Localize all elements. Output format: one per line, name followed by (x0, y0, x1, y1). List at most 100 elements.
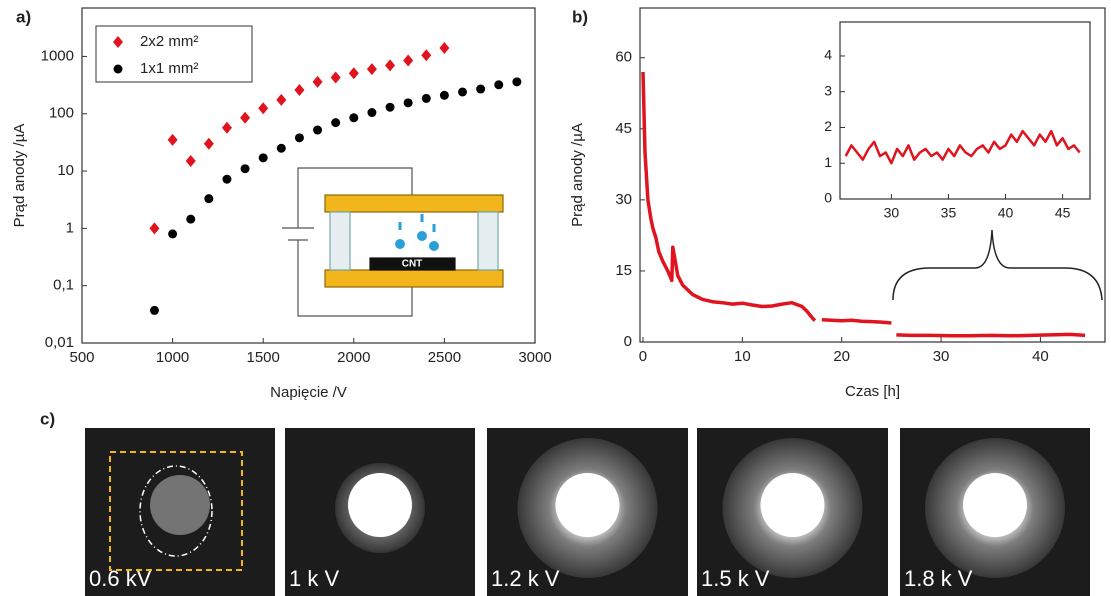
point (476, 84, 486, 94)
point (167, 133, 178, 146)
emission-core (760, 473, 825, 537)
y-tick-label: 0,1 (53, 277, 74, 294)
plot-frame (839, 21, 1091, 200)
image-label: 1.2 k V (491, 566, 560, 591)
panel-label: a) (16, 7, 31, 26)
x-tick-label: 1000 (156, 349, 189, 366)
y-tick-label: 60 (615, 49, 632, 66)
y-tick-label: 0,01 (45, 334, 74, 351)
y-tick-label: 1 (824, 154, 832, 170)
point (331, 118, 341, 128)
x-tick-label: 40 (998, 205, 1014, 221)
point (294, 133, 304, 143)
plot-frame (81, 7, 536, 344)
point (185, 154, 196, 167)
point (149, 305, 159, 315)
plot-frame (639, 7, 1106, 343)
point (258, 153, 268, 163)
y-tick-label: 1000 (41, 47, 74, 64)
point (366, 63, 377, 76)
x-tick-label: 40 (1032, 348, 1049, 365)
x-tick-label: 500 (69, 349, 94, 366)
point (385, 59, 396, 72)
point (168, 229, 178, 239)
point (149, 222, 160, 235)
point (313, 125, 323, 135)
point (203, 137, 214, 150)
y-tick-label: 3 (824, 82, 832, 98)
x-tick-label: 20 (833, 348, 850, 365)
emission-core (348, 473, 412, 537)
point (403, 54, 414, 67)
x-tick-label: 30 (884, 205, 900, 221)
point (512, 77, 522, 87)
roi-ellipse (139, 465, 213, 557)
y-axis-label: Prąd anody /µA (11, 124, 28, 228)
y-tick-label: 30 (615, 191, 632, 208)
y-tick-label: 4 (824, 47, 832, 63)
image-label: 1.8 k V (904, 566, 973, 591)
point (221, 121, 232, 134)
x-axis-label: Czas [h] (845, 383, 900, 400)
legend-label: 1x1 mm² (140, 60, 198, 77)
point (348, 67, 359, 80)
y-tick-label: 100 (49, 105, 74, 122)
legend-marker (113, 36, 123, 48)
image-label: 1.5 k V (701, 566, 770, 591)
data-line (844, 129, 1081, 165)
y-tick-label: 0 (624, 333, 632, 350)
data-line (641, 71, 1086, 338)
point (330, 71, 341, 84)
point (222, 174, 232, 184)
point (349, 113, 359, 123)
emission-core (150, 475, 210, 535)
point (385, 102, 395, 112)
point (421, 49, 432, 62)
y-tick-label: 1 (66, 219, 74, 236)
y-tick-label: 2 (824, 118, 832, 134)
point (367, 108, 377, 118)
x-tick-label: 2000 (337, 349, 370, 366)
point (403, 98, 413, 108)
point (258, 102, 269, 115)
x-tick-label: 3000 (518, 349, 551, 366)
y-tick-label: 15 (615, 262, 632, 279)
annotation: CNT (402, 259, 423, 270)
x-tick-label: 10 (734, 348, 751, 365)
x-tick-label: 1500 (247, 349, 280, 366)
brace (892, 229, 1103, 301)
point (276, 143, 286, 153)
x-tick-label: 2500 (428, 349, 461, 366)
point (276, 93, 287, 106)
x-tick-label: 30 (933, 348, 950, 365)
panel-label: b) (572, 7, 588, 26)
y-tick-label: 10 (57, 162, 74, 179)
point (494, 80, 504, 90)
point (294, 83, 305, 96)
roi-box (109, 451, 243, 571)
x-tick-label: 45 (1055, 205, 1071, 221)
point (421, 93, 431, 103)
point (240, 164, 250, 174)
point (240, 111, 251, 124)
point (439, 42, 450, 55)
x-axis-label: Napięcie /V (270, 384, 347, 401)
x-tick-label: 35 (941, 205, 957, 221)
point (458, 87, 468, 97)
point (204, 194, 214, 204)
emission-core (963, 473, 1027, 537)
y-tick-label: 0 (824, 190, 832, 206)
point (439, 90, 449, 100)
panel-label: c) (40, 409, 55, 428)
x-tick-label: 0 (639, 348, 647, 365)
device-schematic (282, 167, 504, 317)
point (312, 75, 323, 88)
legend-label: 2x2 mm² (140, 33, 198, 50)
emission-core (555, 473, 620, 537)
legend-box (95, 25, 253, 83)
y-tick-label: 45 (615, 120, 632, 137)
legend-marker (113, 64, 123, 74)
point (186, 214, 196, 224)
image-label: 1 k V (289, 566, 339, 591)
